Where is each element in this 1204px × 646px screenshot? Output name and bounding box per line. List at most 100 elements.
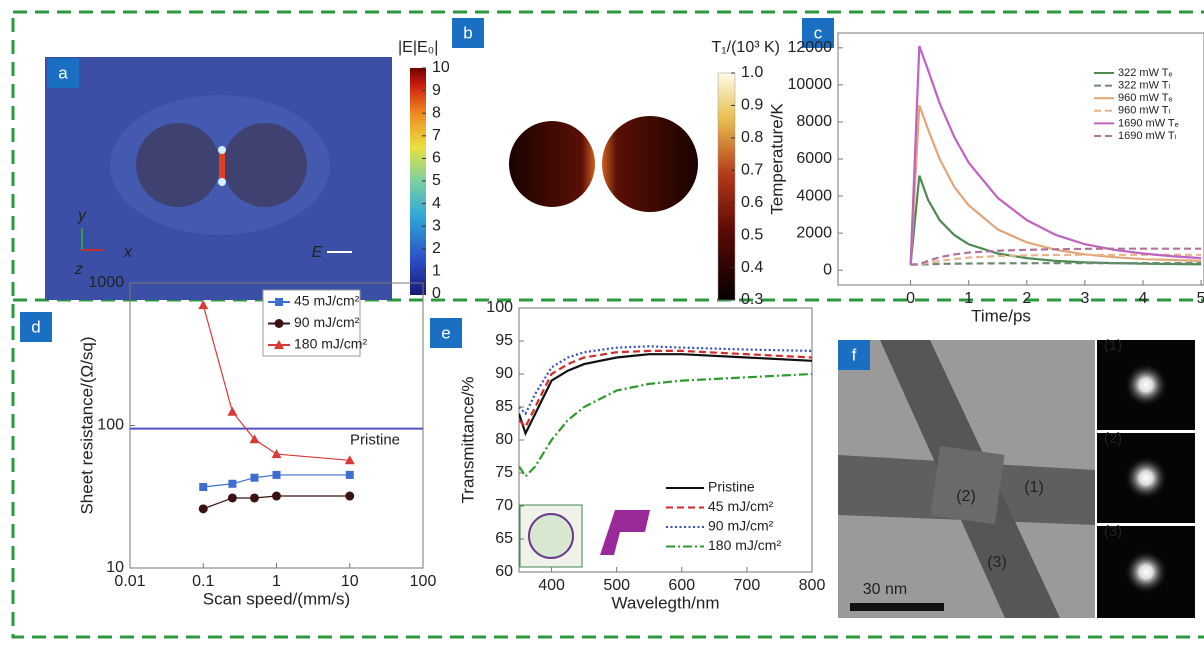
colorbar-tick-label: 0.9	[741, 97, 763, 114]
y-axis-label: Transmittance/%	[458, 377, 477, 504]
plot	[519, 345, 812, 479]
y-tick-label: 100	[97, 417, 124, 434]
legend-label: 960 mW Tₑ	[1118, 92, 1173, 104]
legend-label: Pristine	[708, 479, 755, 495]
diffraction-label: (1)	[1104, 337, 1122, 354]
legend-label: 1690 mW Tₑ	[1118, 117, 1179, 129]
x-tick-label: 2	[1022, 290, 1031, 307]
hotspot	[218, 146, 226, 154]
legend-label: 1690 mW Tₗ	[1118, 130, 1177, 142]
y-tick-label: 95	[495, 332, 513, 349]
y-tick-label: 4000	[796, 187, 832, 204]
panel-label: e	[441, 323, 450, 342]
chart: 400 500 600 700 800 60 65 70 75 80 85 90 95 100 Wavele…	[458, 299, 825, 612]
diffraction-spot	[1124, 456, 1168, 500]
y-tick-label: 8000	[796, 113, 832, 130]
legend-label: 45 mJ/cm²	[294, 293, 360, 309]
panel-label: a	[58, 63, 68, 82]
hotspot	[219, 150, 225, 182]
panel-b	[509, 72, 736, 301]
panel-label-box	[47, 58, 79, 88]
x-tick-label: 1	[272, 573, 281, 590]
x-tick-label: 400	[538, 577, 565, 594]
marker	[227, 493, 237, 503]
series-line	[910, 247, 1202, 266]
particle	[602, 116, 698, 212]
series-line	[519, 345, 812, 416]
plot	[909, 45, 1202, 266]
y-tick-label: 70	[495, 497, 513, 514]
x-tick-label: 100	[410, 573, 437, 590]
colorbar	[410, 68, 426, 295]
legend-label: 960 mW Tₗ	[1118, 105, 1171, 117]
x-tick-label: 10	[341, 573, 359, 590]
chart: 0.01 0.1 1 10 100 10 100 1000 Scan speed/(mm/s) S…	[77, 274, 436, 608]
axis-label: z	[74, 261, 83, 278]
field-label: E	[312, 244, 323, 261]
marker	[272, 491, 281, 501]
marker	[272, 470, 281, 479]
x-tick-label: 0.01	[114, 573, 145, 590]
diffraction-label: (3)	[1104, 523, 1122, 540]
colorbar-tick-label: 0.3	[741, 291, 763, 308]
legend-label: 90 mJ/cm²	[708, 518, 774, 534]
frame	[11, 10, 1204, 639]
x-tick-label: 0	[906, 290, 915, 307]
y-tick-label: 60	[495, 563, 513, 580]
panel-label-box	[430, 318, 462, 348]
colorbar-tick-label: 8	[432, 104, 441, 121]
region-label: (2)	[956, 488, 976, 505]
panel-label-box	[452, 18, 484, 48]
y-axis-label: Temperature/K	[767, 103, 786, 215]
particle	[223, 123, 307, 207]
logo	[600, 510, 650, 555]
particle	[509, 121, 595, 207]
series-line	[910, 253, 1202, 266]
panel-label: c	[814, 23, 823, 42]
axis-label: x	[123, 244, 133, 261]
colorbar-title: T₁/(10³ K)	[711, 39, 780, 56]
series-line	[909, 175, 1202, 266]
marker	[198, 504, 208, 514]
x-tick-label: 0.1	[192, 573, 214, 590]
x-tick-label: 600	[668, 577, 695, 594]
diffraction-spot	[1124, 550, 1168, 594]
x-tick-label: 5	[1197, 290, 1204, 307]
panel-a: y x z E	[45, 57, 426, 300]
y-tick-label: 1000	[88, 274, 124, 291]
marker	[344, 455, 355, 465]
scale-bar	[850, 603, 944, 611]
diffraction-label: (2)	[1104, 430, 1122, 447]
colorbar-tick-label: 1	[432, 263, 441, 280]
legend-label: 90 mJ/cm²	[294, 314, 360, 330]
y-tick-label: 100	[486, 299, 513, 316]
marker	[345, 470, 354, 479]
x-tick-label: 4	[1139, 290, 1148, 307]
series-line	[910, 262, 1202, 266]
marker	[228, 479, 237, 488]
y-tick-label: 12000	[788, 39, 833, 56]
panel-label: f	[852, 345, 857, 364]
colorbar-tick-label: 4	[432, 195, 441, 212]
logo	[528, 513, 574, 559]
colorbar-tick-label: 10	[432, 59, 450, 76]
chart: 0 1 2 3 4 5 0 2000 4000 6000 8000 10000 12000 Time/ps…	[767, 32, 1204, 325]
marker	[227, 406, 238, 416]
series-line	[909, 104, 1202, 265]
colorbar-tick-label: 0	[432, 285, 441, 302]
colorbar-tick-label: 7	[432, 127, 441, 144]
marker	[274, 340, 284, 349]
colorbar-tick-label: 0.8	[741, 129, 763, 146]
marker	[199, 483, 208, 492]
series-line	[909, 45, 1202, 265]
colorbar-tick-label: 2	[432, 240, 441, 257]
colorbar-tick-label: 0.7	[741, 162, 763, 179]
region-label: (1)	[1024, 479, 1044, 496]
marker	[249, 434, 260, 444]
x-axis-label: Time/ps	[971, 306, 1031, 325]
y-tick-label: 6000	[796, 150, 832, 167]
diffraction-spot	[1124, 363, 1168, 407]
colorbar-title: |E|E₀|	[398, 39, 438, 56]
junction	[930, 445, 1005, 525]
panel-label-box	[802, 18, 834, 48]
